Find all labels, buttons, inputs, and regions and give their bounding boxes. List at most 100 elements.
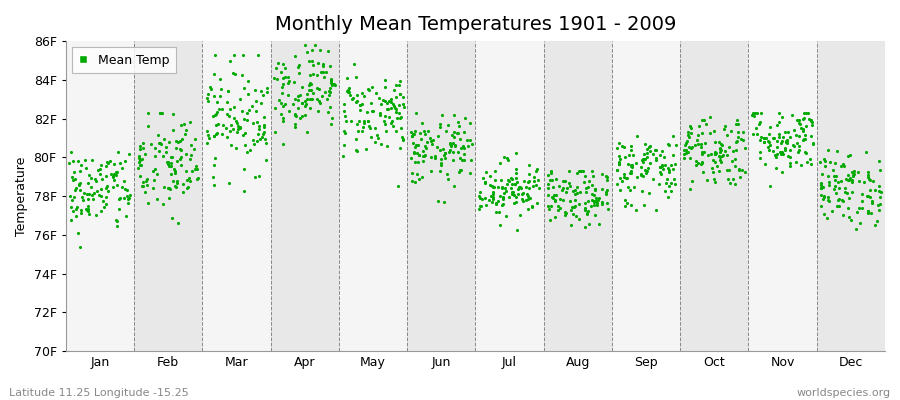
Point — [298, 112, 312, 118]
Point — [64, 204, 78, 211]
Point — [256, 114, 271, 120]
Point — [478, 178, 492, 185]
Point — [518, 184, 533, 190]
Point — [74, 162, 88, 168]
Point — [444, 141, 458, 148]
Point — [247, 141, 261, 147]
Point — [692, 122, 706, 129]
Point — [855, 191, 869, 197]
Point — [337, 108, 351, 114]
Point — [798, 110, 813, 116]
Point — [859, 149, 873, 155]
Point — [714, 141, 728, 148]
Point — [410, 150, 424, 156]
Point — [472, 193, 486, 199]
Point — [486, 188, 500, 195]
Point — [407, 131, 421, 137]
Point — [339, 118, 354, 124]
Point — [378, 113, 392, 120]
Point — [442, 149, 456, 156]
Point — [113, 160, 128, 166]
Point — [586, 172, 600, 179]
Point — [677, 147, 691, 153]
Point — [871, 202, 886, 208]
Point — [131, 153, 146, 159]
Point — [370, 132, 384, 139]
Point — [821, 194, 835, 200]
Point — [367, 138, 382, 145]
Point — [453, 155, 467, 161]
Point — [122, 192, 137, 198]
Point — [325, 82, 339, 88]
Point — [521, 162, 535, 168]
Point — [706, 175, 721, 182]
Point — [499, 213, 513, 219]
Point — [717, 148, 732, 155]
Point — [447, 112, 462, 118]
Point — [94, 193, 109, 200]
Point — [91, 167, 105, 174]
Point — [757, 139, 771, 145]
Point — [356, 124, 370, 130]
Point — [782, 160, 796, 166]
Point — [770, 144, 784, 150]
Point — [67, 194, 81, 200]
Point — [814, 182, 828, 188]
Point — [349, 92, 364, 98]
Point — [611, 159, 625, 166]
Point — [628, 206, 643, 213]
Point — [166, 126, 180, 133]
Point — [479, 202, 493, 208]
Point — [339, 88, 354, 94]
Point — [411, 152, 426, 158]
Point — [504, 185, 518, 192]
Point — [774, 150, 788, 157]
Point — [338, 128, 352, 134]
Point — [494, 185, 508, 191]
Point — [76, 197, 90, 203]
Point — [730, 117, 744, 123]
Point — [526, 183, 540, 189]
Point — [323, 77, 338, 84]
Point — [312, 98, 327, 104]
Point — [246, 120, 260, 126]
Point — [179, 151, 194, 157]
Point — [579, 184, 593, 191]
Point — [508, 166, 523, 172]
Point — [115, 183, 130, 190]
Point — [526, 174, 541, 180]
Point — [521, 196, 535, 202]
Point — [733, 165, 747, 172]
Point — [112, 148, 126, 155]
Point — [732, 166, 746, 173]
Point — [176, 120, 191, 127]
Point — [417, 128, 431, 134]
Point — [105, 184, 120, 190]
Point — [325, 114, 339, 121]
Point — [611, 161, 625, 167]
Point — [838, 189, 852, 195]
Point — [494, 177, 508, 183]
Point — [683, 125, 698, 131]
Point — [677, 150, 691, 157]
Point — [248, 108, 263, 114]
Point — [790, 117, 805, 123]
Point — [685, 144, 699, 150]
Point — [425, 141, 439, 147]
Point — [556, 185, 571, 191]
Point — [541, 192, 555, 198]
Point — [861, 169, 876, 175]
Point — [258, 157, 273, 164]
Point — [456, 144, 471, 151]
Point — [184, 152, 199, 159]
Point — [302, 96, 317, 102]
Point — [162, 195, 176, 201]
Point — [88, 178, 103, 184]
Point — [624, 168, 638, 174]
Point — [860, 172, 875, 178]
Point — [356, 118, 371, 124]
Point — [378, 98, 392, 104]
Point — [629, 133, 643, 139]
Point — [625, 164, 639, 171]
Point — [148, 145, 163, 151]
